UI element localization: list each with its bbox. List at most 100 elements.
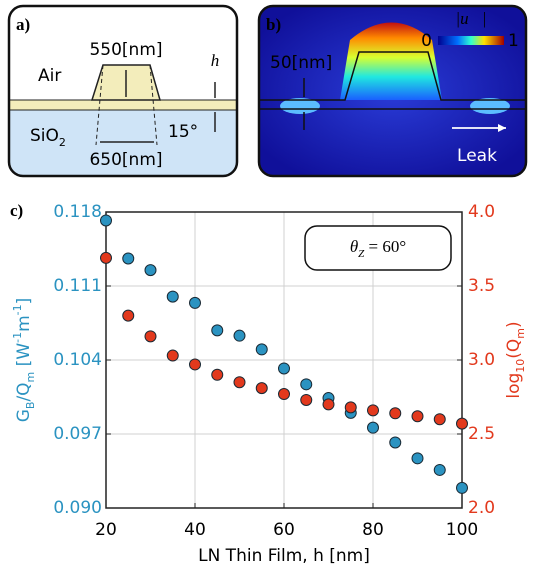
text-part: 10 [514, 359, 527, 373]
data-point [233, 376, 246, 389]
plot-frame [105, 211, 463, 509]
outline [259, 51, 526, 101]
data-point [166, 290, 179, 303]
y2-axis-label: log10(Qm) [504, 321, 527, 398]
y-tick-label: 0.090 [53, 498, 102, 518]
data-point [100, 214, 112, 227]
field-ridge [340, 22, 442, 100]
y2-tick-label: 3.0 [468, 350, 495, 370]
text-part: θ [350, 237, 358, 256]
data-point [411, 452, 424, 465]
y-axis-label: GB/Qm [W-1m-1] [11, 298, 37, 423]
text-part: ] [14, 298, 34, 305]
data-point [300, 378, 313, 391]
text-part: G [14, 409, 34, 422]
arrow-head [498, 124, 506, 132]
substrate-region [9, 110, 237, 176]
data-point [100, 251, 112, 264]
x-tick-label: 60 [273, 520, 295, 540]
annotation: θZ = 60° [350, 237, 406, 260]
label: Air [38, 66, 61, 86]
data-point [233, 329, 246, 342]
data-point [367, 421, 379, 434]
y-tick-label: 0.118 [53, 202, 102, 222]
y-tick-label: 0.104 [53, 350, 102, 370]
data-point [389, 436, 402, 449]
data-point [144, 330, 157, 343]
data-point [344, 401, 357, 414]
text-part: = 60° [364, 237, 406, 256]
panel-frame [257, 4, 528, 178]
y-tick-label: 0.097 [53, 424, 102, 444]
data-point [411, 410, 424, 423]
data-point [456, 417, 468, 430]
text-part: [W [14, 343, 34, 372]
data-point [255, 343, 268, 356]
y2-tick-label: 4.0 [468, 202, 495, 222]
colorbar-tick: 0 [421, 31, 432, 51]
text-part: SiO [30, 126, 59, 146]
y-tick-label: 0.111 [53, 276, 102, 296]
data-point [456, 481, 468, 494]
label: 15° [168, 122, 198, 142]
guide-line [149, 64, 158, 146]
data-point [278, 362, 290, 375]
y2-tick-label: 3.5 [468, 276, 495, 296]
film-layer [9, 99, 237, 111]
text-part: -1 [11, 332, 24, 343]
panel-label: c) [10, 201, 23, 220]
data-point [433, 463, 446, 476]
x-tick-label: 80 [362, 520, 384, 540]
data-point [367, 404, 379, 417]
y2-tick-label: 2.5 [468, 424, 495, 444]
data-point [144, 264, 157, 277]
label: SiO2 [30, 126, 66, 149]
data-point [211, 324, 224, 337]
panel-frame [7, 4, 239, 178]
x-axis-label: LN Thin Film, h [nm] [198, 546, 370, 566]
data-point [122, 309, 135, 322]
label: 550[nm] [89, 40, 162, 60]
panel-label: b) [266, 15, 281, 34]
data-point [300, 393, 313, 406]
guide-line [95, 64, 104, 146]
data-point [166, 349, 179, 362]
colorbar-title: |u⃗| [455, 9, 486, 28]
data-point [433, 413, 446, 426]
data-point [322, 398, 335, 411]
text-part: B [24, 402, 37, 410]
text-part: Z [358, 248, 365, 260]
data-point [389, 407, 402, 420]
colorbar [438, 36, 504, 45]
panel-label: a) [16, 15, 30, 34]
panel-b: 0 1 |u⃗| b) 50[nm] Leak [257, 4, 528, 178]
x-tick-label: 20 [95, 520, 117, 540]
x-tick-label: 40 [184, 520, 206, 540]
label: 650[nm] [89, 150, 162, 170]
data-point [189, 296, 201, 309]
colorbar-tick: 1 [508, 31, 519, 51]
field-lobe [280, 98, 320, 114]
panel-c: c) 20 40 60 80 100 0.090 0.097 0.104 0.111 0.118 2… [10, 201, 527, 566]
text-part: 2 [59, 136, 66, 149]
data-point [189, 358, 201, 371]
field-lobe [470, 98, 510, 114]
label: h [211, 51, 220, 70]
label: 50[nm] [270, 53, 332, 73]
text-part: m [24, 372, 37, 383]
x-tick-label: 100 [446, 520, 478, 540]
data-point [278, 388, 290, 401]
data-point [122, 252, 135, 265]
text-part: /Q [14, 382, 34, 401]
data-point [255, 382, 268, 395]
annotation-box [304, 225, 452, 271]
data-point [211, 368, 224, 381]
text-part: ) [504, 321, 524, 328]
text-part: (Q [504, 339, 524, 359]
y2-tick-label: 2.0 [468, 498, 495, 518]
panel-a: a) 550[nm] h Air SiO2 15° 650[nm] [7, 4, 239, 178]
text-part: log [504, 373, 524, 399]
label: Leak [457, 146, 497, 166]
text-part: m [14, 315, 34, 332]
